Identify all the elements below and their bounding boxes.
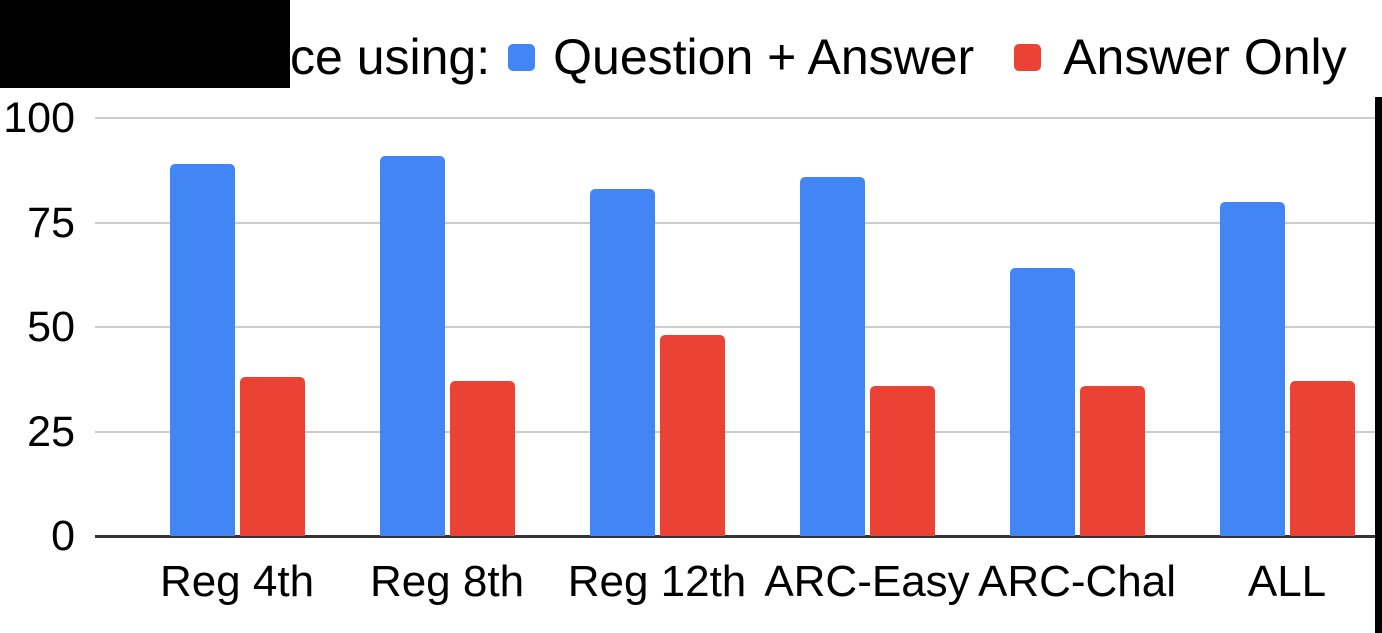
gridline-50 — [95, 326, 1376, 328]
x-axis-label-reg-8th: Reg 8th — [369, 557, 525, 606]
bar-group-reg-12th — [552, 118, 762, 536]
x-axis-label-arc-easy: ARC-Easy — [764, 557, 970, 606]
bar-question-answer-reg-4th — [169, 163, 235, 536]
gridline-25 — [95, 430, 1376, 433]
chart-title: ce using: — [290, 29, 491, 85]
redaction-box-top-left — [0, 0, 290, 88]
legend-swatch-blue-icon — [508, 43, 536, 71]
bar-answer-only-arc-easy — [869, 385, 935, 536]
legend-item-answer-only: Answer Only — [1014, 28, 1347, 86]
x-axis-labels: Reg 4th Reg 8th Reg 12th ARC-Easy ARC-Chal AL… — [132, 556, 1382, 608]
chart-title-row: ce using: Question + Answer Answer Only — [290, 28, 1347, 86]
legend-swatch-red-icon — [1014, 43, 1042, 71]
y-tick-label-25: 25 — [27, 407, 75, 456]
bar-group-reg-8th — [342, 118, 552, 536]
x-axis-label-reg-4th: Reg 4th — [159, 557, 315, 606]
bar-question-answer-all — [1219, 201, 1285, 536]
x-axis-label-reg-12th: Reg 12th — [567, 557, 747, 606]
bar-answer-only-reg-4th — [239, 377, 305, 536]
gridline-100 — [95, 117, 1376, 119]
bar-group-arc-easy — [762, 118, 972, 536]
bar-question-answer-arc-chal — [1009, 268, 1075, 536]
bar-answer-only-arc-chal — [1079, 385, 1145, 536]
x-axis-line — [95, 535, 1376, 538]
y-tick-label-75: 75 — [27, 198, 75, 247]
bar-answer-only-reg-12th — [659, 335, 725, 536]
bars-area — [132, 118, 1382, 536]
y-tick-label-100: 100 — [3, 94, 75, 142]
gridline-75 — [95, 221, 1376, 224]
bar-question-answer-reg-12th — [589, 189, 655, 536]
bar-question-answer-reg-8th — [379, 155, 445, 536]
legend-item-question-answer: Question + Answer — [508, 28, 974, 86]
legend-label: Answer Only — [1063, 29, 1347, 85]
bar-group-reg-4th — [132, 118, 342, 536]
y-tick-label-0: 0 — [51, 512, 75, 560]
x-axis-label-all: ALL — [1247, 557, 1327, 606]
redaction-strip-right-edge — [1375, 97, 1382, 633]
bar-group-all — [1182, 118, 1382, 536]
bar-group-arc-chal — [972, 118, 1182, 536]
bar-question-answer-arc-easy — [799, 176, 865, 536]
x-axis-label-arc-chal: ARC-Chal — [977, 557, 1177, 606]
legend-label: Question + Answer — [553, 29, 975, 85]
y-tick-label-50: 50 — [27, 303, 75, 351]
bar-answer-only-all — [1289, 381, 1355, 536]
bar-answer-only-reg-8th — [449, 381, 515, 536]
